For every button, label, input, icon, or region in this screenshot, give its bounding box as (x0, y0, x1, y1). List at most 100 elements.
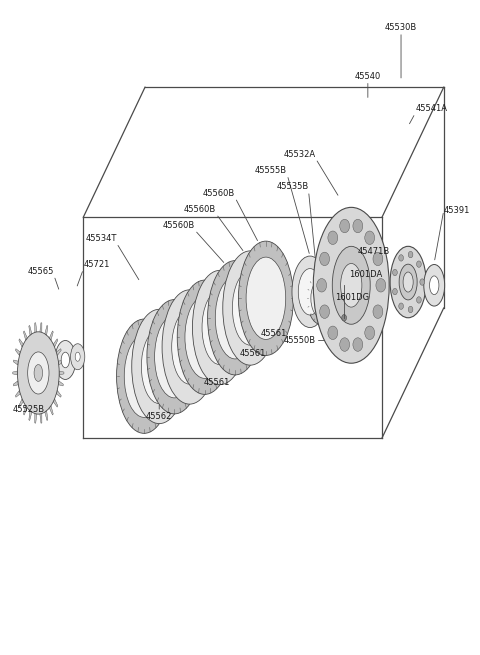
Ellipse shape (17, 332, 59, 414)
Circle shape (373, 305, 383, 318)
Polygon shape (59, 371, 64, 375)
Ellipse shape (147, 299, 202, 414)
Ellipse shape (192, 271, 247, 384)
Circle shape (399, 255, 404, 261)
Text: 45561: 45561 (240, 349, 266, 358)
Ellipse shape (298, 269, 322, 315)
Text: 45471B: 45471B (358, 247, 390, 256)
Ellipse shape (307, 272, 334, 324)
Ellipse shape (246, 257, 286, 339)
Ellipse shape (232, 271, 268, 345)
Ellipse shape (430, 276, 439, 295)
Ellipse shape (313, 208, 389, 364)
Ellipse shape (172, 310, 207, 384)
Polygon shape (19, 399, 24, 407)
Ellipse shape (71, 344, 85, 369)
Polygon shape (40, 323, 42, 332)
Ellipse shape (207, 261, 263, 375)
Circle shape (365, 326, 374, 339)
Ellipse shape (292, 256, 328, 328)
Polygon shape (29, 326, 32, 335)
Polygon shape (35, 413, 37, 423)
Ellipse shape (61, 352, 70, 367)
Circle shape (376, 278, 386, 292)
Ellipse shape (403, 272, 413, 292)
Polygon shape (15, 348, 20, 356)
Ellipse shape (202, 290, 238, 365)
Polygon shape (56, 390, 61, 397)
Polygon shape (49, 331, 53, 340)
Text: 45550B: 45550B (284, 336, 316, 345)
Polygon shape (35, 323, 37, 332)
Ellipse shape (239, 241, 293, 356)
Ellipse shape (75, 352, 80, 362)
Ellipse shape (55, 341, 76, 379)
Ellipse shape (141, 329, 177, 403)
Polygon shape (15, 390, 20, 397)
Circle shape (399, 303, 404, 309)
Text: 45561: 45561 (261, 329, 287, 339)
Polygon shape (53, 399, 58, 407)
Polygon shape (29, 411, 32, 421)
Circle shape (417, 297, 421, 303)
Text: 45534T: 45534T (85, 234, 117, 243)
Ellipse shape (34, 365, 43, 381)
Circle shape (417, 261, 421, 267)
Circle shape (373, 252, 383, 266)
Polygon shape (19, 339, 24, 347)
Ellipse shape (162, 290, 217, 404)
Circle shape (420, 279, 424, 285)
Text: 45525B: 45525B (13, 405, 45, 415)
Circle shape (328, 231, 338, 244)
Text: 45561: 45561 (204, 378, 230, 387)
Text: 45560B: 45560B (203, 189, 235, 198)
Polygon shape (49, 405, 53, 415)
Polygon shape (45, 411, 48, 421)
Text: 45530B: 45530B (385, 23, 417, 32)
Text: 45562: 45562 (146, 412, 172, 421)
Circle shape (408, 307, 413, 312)
Ellipse shape (117, 319, 171, 434)
Circle shape (328, 326, 338, 339)
Polygon shape (56, 348, 61, 356)
Ellipse shape (332, 246, 370, 324)
Polygon shape (24, 331, 27, 340)
Text: 45535B: 45535B (276, 182, 309, 191)
Polygon shape (45, 326, 48, 335)
Circle shape (340, 338, 349, 351)
Polygon shape (59, 381, 63, 386)
Ellipse shape (124, 335, 164, 417)
Text: 45721: 45721 (84, 260, 110, 269)
Ellipse shape (216, 276, 255, 359)
Text: 45555B: 45555B (255, 166, 287, 175)
Circle shape (408, 252, 413, 258)
Circle shape (340, 219, 349, 233)
Polygon shape (24, 405, 27, 415)
Text: 45560B: 45560B (163, 221, 195, 230)
Circle shape (393, 288, 397, 295)
Ellipse shape (341, 263, 362, 307)
Text: 45560B: 45560B (184, 205, 216, 214)
Circle shape (320, 305, 330, 318)
Ellipse shape (223, 251, 278, 365)
Circle shape (365, 231, 374, 244)
Ellipse shape (185, 296, 225, 379)
Polygon shape (13, 360, 18, 365)
Text: 45540: 45540 (355, 71, 381, 81)
Polygon shape (59, 360, 63, 365)
Polygon shape (13, 371, 17, 375)
Ellipse shape (132, 309, 187, 424)
Circle shape (342, 314, 347, 321)
Polygon shape (13, 381, 18, 386)
Ellipse shape (399, 264, 417, 300)
Ellipse shape (390, 246, 426, 318)
Ellipse shape (177, 280, 232, 394)
Text: 1601DA: 1601DA (349, 270, 382, 279)
Text: 45391: 45391 (444, 206, 470, 215)
Circle shape (320, 252, 330, 266)
Circle shape (353, 219, 363, 233)
Ellipse shape (155, 316, 194, 398)
Text: 45532A: 45532A (284, 149, 316, 159)
Circle shape (317, 278, 326, 292)
Text: 1601DG: 1601DG (335, 293, 369, 301)
